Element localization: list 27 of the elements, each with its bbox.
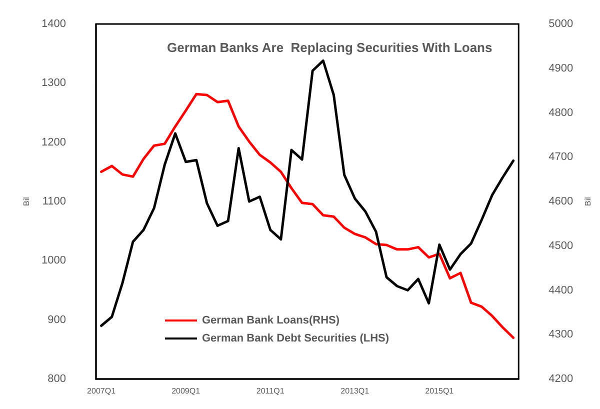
- x-tick-label: 2007Q1: [87, 386, 116, 396]
- y-axis-title: Bil: [22, 196, 32, 206]
- y-tick-label: 1300: [42, 77, 66, 90]
- y-tick-label: 800: [48, 373, 66, 385]
- y2-tick-label: 4700: [548, 151, 574, 164]
- y2-tick-label: 5000: [548, 18, 574, 30]
- y-tick-label: 1000: [42, 254, 66, 267]
- legend-label: German Bank Loans(RHS): [202, 314, 340, 326]
- y-tick-label: 1100: [42, 196, 66, 208]
- text: German Banks Are Replacing Securities With Loans: [167, 40, 492, 55]
- legend-label: German Bank Debt Securities (LHS): [202, 332, 390, 344]
- y2-tick-label: 4300: [548, 328, 574, 341]
- y2-tick-label: 4900: [548, 62, 574, 74]
- x-tick-label: 2013Q1: [340, 386, 370, 396]
- x-tick-label: 2015Q1: [425, 386, 454, 396]
- y2-tick-label: 4600: [548, 196, 574, 208]
- y-tick-label: 1400: [42, 18, 66, 30]
- y2-tick-label: 4400: [548, 284, 574, 296]
- x-tick-label: 2011Q1: [256, 386, 285, 396]
- y2-tick-label: 4200: [548, 373, 574, 385]
- x-tick-label: 2009Q1: [172, 386, 201, 396]
- y2-tick-label: 4800: [548, 106, 574, 119]
- y2-tick-label: 4500: [548, 240, 574, 252]
- line-series: [100, 59, 515, 327]
- y-tick-label: 900: [48, 314, 66, 326]
- y-tick-label: 1200: [42, 136, 66, 148]
- y2-axis-title: Bil: [584, 196, 592, 206]
